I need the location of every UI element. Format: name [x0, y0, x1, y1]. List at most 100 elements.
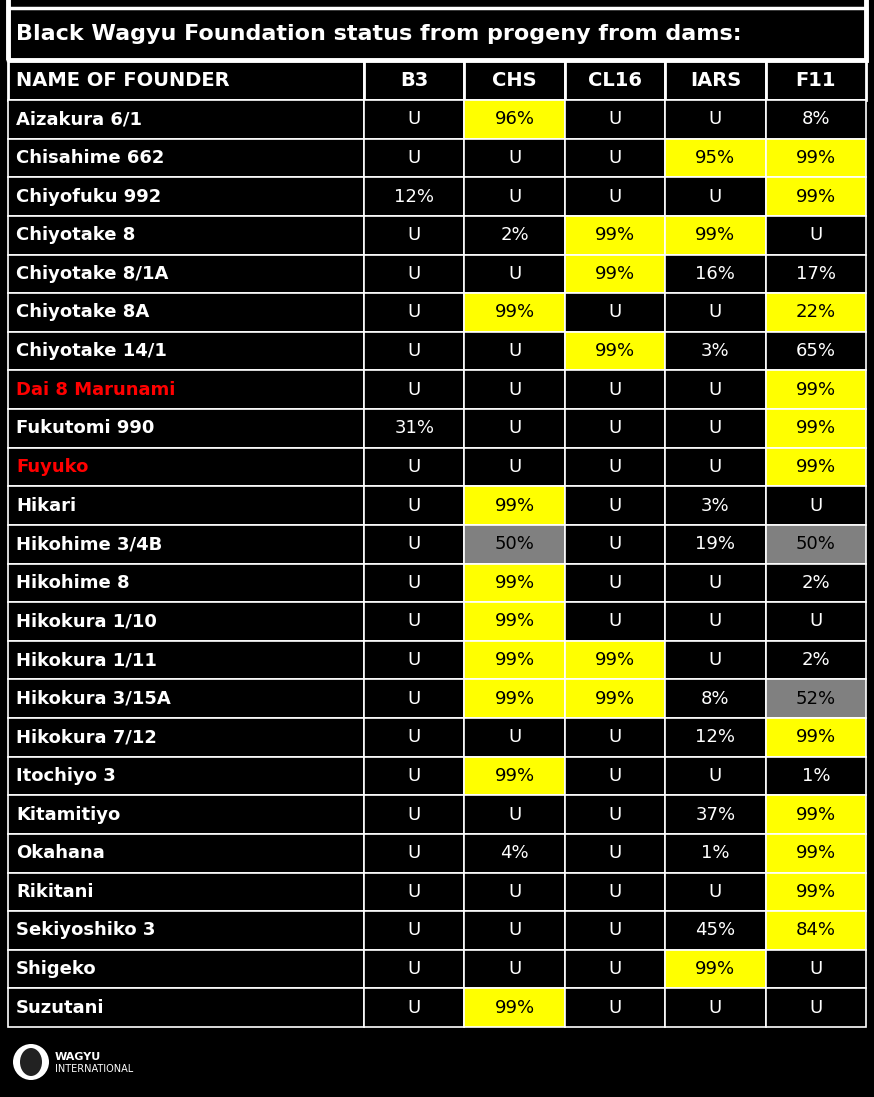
Text: 50%: 50%	[796, 535, 836, 553]
Bar	[766, 679, 866, 719]
Text: 1%: 1%	[801, 767, 830, 785]
Bar	[8, 138, 364, 178]
Bar	[665, 795, 766, 834]
Text: 95%: 95%	[696, 149, 736, 167]
Bar	[464, 178, 565, 216]
Bar	[464, 255, 565, 293]
Bar	[665, 371, 766, 409]
Bar	[565, 216, 665, 255]
Text: Aizakura 6/1: Aizakura 6/1	[16, 111, 142, 128]
Bar	[665, 602, 766, 641]
Bar	[464, 564, 565, 602]
Bar	[665, 719, 766, 757]
Bar	[464, 641, 565, 679]
Text: U: U	[809, 998, 822, 1017]
Text: Sekiyoshiko 3: Sekiyoshiko 3	[16, 921, 156, 939]
Bar	[464, 757, 565, 795]
Text: Chiyotake 8: Chiyotake 8	[16, 226, 135, 245]
Text: 17%: 17%	[796, 264, 836, 283]
Bar	[464, 100, 565, 138]
Text: 45%: 45%	[696, 921, 736, 939]
Text: 4%: 4%	[500, 845, 529, 862]
Bar	[565, 564, 665, 602]
Bar	[565, 912, 665, 950]
Bar	[464, 448, 565, 486]
Bar	[364, 178, 464, 216]
Circle shape	[13, 1044, 49, 1081]
Bar	[8, 100, 364, 138]
Text: 99%: 99%	[595, 690, 635, 708]
Text: U: U	[508, 960, 521, 979]
Bar	[766, 255, 866, 293]
Bar	[766, 524, 866, 564]
Bar	[364, 293, 464, 331]
Bar	[464, 60, 565, 100]
Text: Black Wagyu Foundation status from progeny from dams:: Black Wagyu Foundation status from proge…	[16, 24, 742, 44]
Bar	[364, 912, 464, 950]
Text: 1%: 1%	[701, 845, 730, 862]
Bar	[665, 912, 766, 950]
Text: Shigeko: Shigeko	[16, 960, 97, 979]
Text: U: U	[608, 883, 621, 901]
Bar	[364, 100, 464, 138]
Bar	[464, 409, 565, 448]
Bar	[8, 331, 364, 371]
Text: 37%: 37%	[696, 805, 736, 824]
Text: U: U	[608, 845, 621, 862]
Text: U: U	[407, 728, 421, 746]
Bar	[464, 719, 565, 757]
Text: U: U	[709, 304, 722, 321]
Text: 99%: 99%	[495, 612, 535, 631]
Text: U: U	[407, 342, 421, 360]
Text: U: U	[508, 921, 521, 939]
Bar	[464, 679, 565, 719]
Text: Hikari: Hikari	[16, 497, 76, 514]
Text: 12%: 12%	[696, 728, 735, 746]
Text: U: U	[809, 497, 822, 514]
Bar	[8, 371, 364, 409]
Bar	[565, 872, 665, 912]
Text: U: U	[407, 767, 421, 785]
Text: U: U	[407, 304, 421, 321]
Bar	[364, 255, 464, 293]
Text: U: U	[709, 111, 722, 128]
Bar	[8, 486, 364, 524]
Bar	[364, 719, 464, 757]
Text: U: U	[508, 342, 521, 360]
Text: CL16: CL16	[588, 70, 642, 90]
Bar	[565, 719, 665, 757]
Bar	[766, 795, 866, 834]
Text: U: U	[608, 497, 621, 514]
Text: NAME OF FOUNDER: NAME OF FOUNDER	[16, 70, 230, 90]
Bar	[464, 795, 565, 834]
Bar	[464, 950, 565, 988]
Text: U: U	[709, 381, 722, 398]
Text: U: U	[809, 612, 822, 631]
Bar	[8, 795, 364, 834]
Text: U: U	[508, 419, 521, 438]
Bar	[565, 486, 665, 524]
Text: Chiyofuku 992: Chiyofuku 992	[16, 188, 161, 205]
Text: 31%: 31%	[394, 419, 434, 438]
Bar	[665, 988, 766, 1027]
Bar	[766, 100, 866, 138]
Bar	[8, 719, 364, 757]
Bar	[766, 60, 866, 100]
Bar	[364, 950, 464, 988]
Text: 3%: 3%	[701, 497, 730, 514]
Bar	[464, 331, 565, 371]
Text: Chiyotake 8/1A: Chiyotake 8/1A	[16, 264, 169, 283]
Text: Okahana: Okahana	[16, 845, 105, 862]
Bar	[565, 757, 665, 795]
Bar	[565, 293, 665, 331]
Text: 99%: 99%	[795, 419, 836, 438]
Text: U: U	[407, 264, 421, 283]
Text: 99%: 99%	[696, 960, 736, 979]
Bar	[766, 371, 866, 409]
Bar	[665, 564, 766, 602]
Text: Kitamitiyo: Kitamitiyo	[16, 805, 121, 824]
Text: U: U	[407, 497, 421, 514]
Text: 99%: 99%	[595, 342, 635, 360]
Text: 99%: 99%	[795, 845, 836, 862]
Bar	[766, 912, 866, 950]
